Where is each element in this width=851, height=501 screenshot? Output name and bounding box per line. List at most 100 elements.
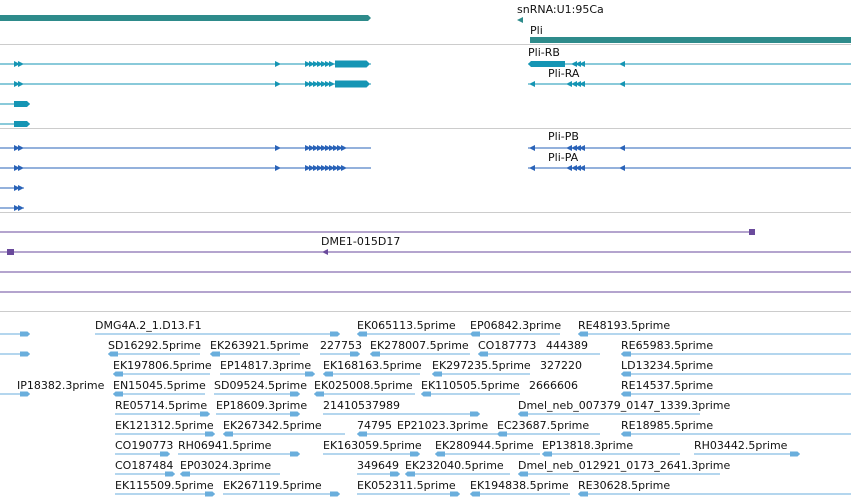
est-block bbox=[20, 331, 30, 337]
est-label: EK168163.5prime bbox=[323, 359, 422, 372]
est-label: RH03442.5prime bbox=[694, 439, 788, 452]
strand-arrow-right-icon bbox=[309, 165, 315, 171]
est-block bbox=[113, 371, 123, 377]
strand-arrow-left-icon bbox=[566, 145, 572, 151]
est-block bbox=[200, 411, 210, 417]
strand-arrow-right-icon bbox=[317, 165, 323, 171]
est-label: 327220 bbox=[540, 359, 582, 372]
strand-arrow-right-icon bbox=[329, 145, 335, 151]
est-label: EP18609.3prime bbox=[216, 399, 308, 412]
strand-arrow-right-icon bbox=[333, 145, 339, 151]
est-block bbox=[305, 371, 315, 377]
strand-arrow-right-icon bbox=[275, 81, 281, 87]
est-label: 21410537989 bbox=[323, 399, 400, 412]
strand-arrow-left-icon bbox=[529, 165, 535, 171]
exon-block bbox=[14, 101, 30, 107]
gene-bar bbox=[0, 15, 371, 21]
est-label: EK280944.5prime bbox=[435, 439, 534, 452]
strand-arrow-right-icon bbox=[309, 61, 315, 67]
est-block bbox=[478, 351, 488, 357]
est-block bbox=[113, 391, 123, 397]
strand-arrow-left-icon bbox=[529, 81, 535, 87]
est-block bbox=[180, 471, 190, 477]
strand-arrow-left-icon bbox=[579, 165, 585, 171]
strand-arrow-right-icon bbox=[275, 165, 281, 171]
strand-arrow-right-icon bbox=[321, 145, 327, 151]
transcript-label-pli-rb: Pli-RB bbox=[528, 46, 560, 59]
protein-label-pli-pa: Pli-PA bbox=[548, 151, 579, 164]
est-label: 444389 bbox=[546, 339, 588, 352]
bac-clone-label: DME1-015D17 bbox=[321, 235, 401, 248]
strand-arrow-right-icon bbox=[337, 165, 343, 171]
est-block bbox=[542, 451, 552, 457]
est-block bbox=[290, 411, 300, 417]
strand-arrow-right-icon bbox=[305, 81, 311, 87]
est-label: SD16292.5prime bbox=[108, 339, 201, 352]
est-label: EK163059.5prime bbox=[323, 439, 422, 452]
est-block bbox=[165, 471, 175, 477]
est-block bbox=[518, 471, 528, 477]
est-label: EP06842.3prime bbox=[470, 319, 562, 332]
strand-arrow-right-icon bbox=[14, 165, 20, 171]
est-label: EK115509.5prime bbox=[115, 479, 214, 492]
strand-arrow-left-icon bbox=[322, 249, 328, 255]
est-label: CO187484 bbox=[115, 459, 174, 472]
est-label: EK263921.5prime bbox=[210, 339, 309, 352]
est-label: RE48193.5prime bbox=[578, 319, 671, 332]
strand-arrow-right-icon bbox=[325, 61, 331, 67]
est-label: CO190773 bbox=[115, 439, 174, 452]
est-label: 349649 bbox=[357, 459, 399, 472]
strand-arrow-right-icon bbox=[14, 185, 20, 191]
strand-arrow-right-icon bbox=[317, 61, 323, 67]
strand-arrow-right-icon bbox=[18, 81, 24, 87]
est-block bbox=[421, 391, 431, 397]
est-label: Dmel_neb_012921_0173_2641.3prime bbox=[518, 459, 731, 472]
strand-arrow-right-icon bbox=[341, 145, 347, 151]
est-block bbox=[210, 351, 220, 357]
est-label: CO187773 bbox=[478, 339, 537, 352]
est-label: EK197806.5prime bbox=[113, 359, 212, 372]
est-label: EN15045.5prime bbox=[113, 379, 206, 392]
strand-arrow-left-icon bbox=[619, 145, 625, 151]
gene-bar-pli bbox=[530, 37, 851, 43]
strand-arrow-right-icon bbox=[18, 145, 24, 151]
est-label: EK025008.5prime bbox=[314, 379, 413, 392]
protein-label-pli-pb: Pli-PB bbox=[548, 130, 579, 143]
strand-arrow-right-icon bbox=[329, 165, 335, 171]
est-block bbox=[205, 491, 215, 497]
strand-arrow-right-icon bbox=[305, 61, 311, 67]
est-label: 2666606 bbox=[529, 379, 578, 392]
est-block bbox=[470, 331, 480, 337]
exon-block bbox=[335, 80, 370, 88]
strand-arrow-right-icon bbox=[14, 61, 20, 67]
est-label: Dmel_neb_007379_0147_1339.3prime bbox=[518, 399, 731, 412]
est-label: EK194838.5prime bbox=[470, 479, 569, 492]
strand-arrow-left-icon bbox=[566, 81, 572, 87]
strand-arrow-left-icon bbox=[575, 81, 581, 87]
est-label: EP13818.3prime bbox=[542, 439, 634, 452]
est-block bbox=[621, 351, 631, 357]
est-label: RE30628.5prime bbox=[578, 479, 671, 492]
est-block bbox=[405, 471, 415, 477]
strand-arrow-left-icon bbox=[579, 145, 585, 151]
est-block bbox=[314, 391, 324, 397]
est-block bbox=[497, 431, 507, 437]
est-label: SD09524.5prime bbox=[214, 379, 307, 392]
strand-arrow-right-icon bbox=[337, 145, 343, 151]
strand-arrow-right-icon bbox=[341, 165, 347, 171]
strand-arrow-right-icon bbox=[18, 205, 24, 211]
strand-arrow-right-icon bbox=[309, 81, 315, 87]
est-block bbox=[350, 351, 360, 357]
est-label: 227753 bbox=[320, 339, 362, 352]
est-block bbox=[323, 371, 333, 377]
est-label: RE14537.5prime bbox=[621, 379, 714, 392]
est-block bbox=[621, 371, 631, 377]
strand-arrow-right-icon bbox=[321, 81, 327, 87]
est-label: DMG4A.2_1.D13.F1 bbox=[95, 319, 202, 332]
est-label: RE65983.5prime bbox=[621, 339, 714, 352]
est-block bbox=[518, 411, 528, 417]
est-label: EK297235.5prime bbox=[432, 359, 531, 372]
est-block bbox=[621, 431, 631, 437]
est-block bbox=[578, 491, 588, 497]
